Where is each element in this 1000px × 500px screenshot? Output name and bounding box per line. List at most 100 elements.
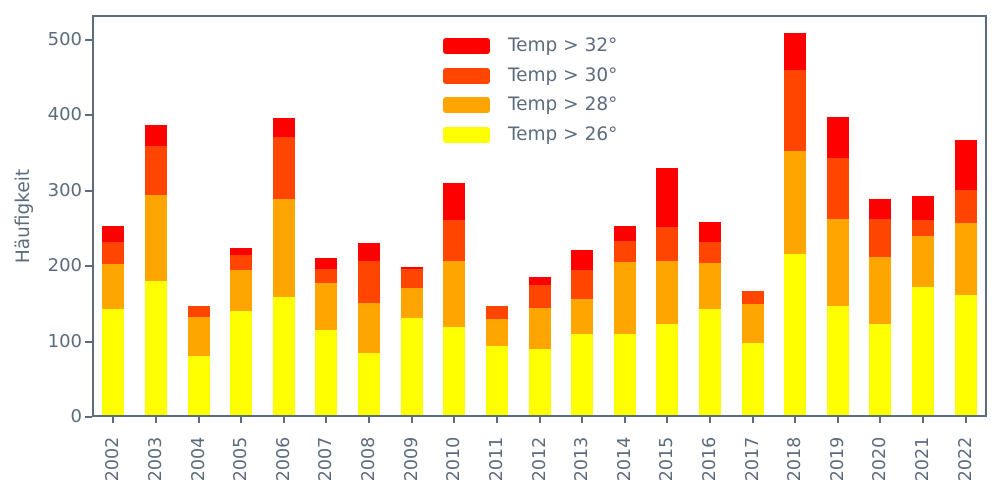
segment-30deg	[358, 261, 381, 303]
segment-30deg	[272, 137, 295, 200]
x-tick-label-2015: 2015	[657, 436, 678, 482]
segment-30deg	[443, 219, 466, 262]
x-tick-label-2003: 2003	[145, 436, 166, 482]
legend-swatch-icon	[443, 126, 490, 143]
y-tick-mark	[85, 189, 92, 192]
segment-32deg	[698, 221, 721, 242]
x-tick-mark	[240, 417, 243, 423]
x-tick-mark	[368, 417, 371, 423]
segment-26deg	[144, 281, 167, 415]
legend-label: Temp > 26°	[508, 123, 618, 145]
segment-30deg	[826, 157, 849, 219]
bar-2002	[102, 226, 125, 415]
segment-32deg	[315, 258, 338, 269]
x-tick-mark	[964, 417, 967, 423]
x-tick-label-2002: 2002	[103, 436, 124, 482]
x-tick-mark	[581, 417, 584, 423]
segment-32deg	[443, 182, 466, 220]
bar-2010	[443, 182, 466, 415]
x-tick-label-2018: 2018	[785, 436, 806, 482]
x-tick-mark	[666, 417, 669, 423]
segment-28deg	[358, 302, 381, 354]
segment-30deg	[315, 268, 338, 283]
segment-30deg	[485, 306, 508, 320]
segment-28deg	[784, 151, 807, 255]
x-tick-mark	[282, 417, 285, 423]
bar-2022	[954, 140, 977, 415]
x-tick-mark	[410, 417, 413, 423]
bar-2019	[826, 117, 849, 415]
x-tick-label-2021: 2021	[913, 436, 934, 482]
bar-2006	[272, 117, 295, 415]
segment-28deg	[869, 257, 892, 324]
segment-28deg	[698, 262, 721, 309]
bar-2012	[528, 276, 551, 415]
segment-32deg	[144, 125, 167, 147]
bar-2015	[656, 168, 679, 415]
segment-28deg	[528, 307, 551, 350]
segment-26deg	[613, 333, 636, 415]
segment-28deg	[954, 223, 977, 296]
bar-2008	[358, 243, 381, 415]
segment-26deg	[784, 254, 807, 415]
x-tick-label-2004: 2004	[188, 436, 209, 482]
x-tick-label-2017: 2017	[742, 436, 763, 482]
segment-26deg	[869, 323, 892, 415]
x-tick-label-2022: 2022	[955, 436, 976, 482]
y-tick-label: 0	[70, 406, 82, 427]
y-tick-label: 200	[47, 255, 82, 277]
segment-32deg	[358, 243, 381, 262]
segment-30deg	[230, 255, 253, 271]
bar-2017	[741, 291, 764, 415]
segment-28deg	[400, 288, 423, 319]
segment-28deg	[656, 261, 679, 325]
segment-30deg	[613, 240, 636, 262]
bar-2003	[144, 125, 167, 415]
x-tick-mark	[751, 417, 754, 423]
x-tick-mark	[112, 417, 115, 423]
segment-28deg	[741, 304, 764, 344]
segment-30deg	[144, 146, 167, 195]
segment-30deg	[571, 270, 594, 299]
y-tick-label: 500	[47, 28, 82, 50]
segment-28deg	[443, 261, 466, 328]
legend-swatch-icon	[443, 97, 490, 113]
segment-28deg	[315, 282, 338, 330]
x-tick-label-2010: 2010	[444, 436, 465, 482]
segment-32deg	[656, 168, 679, 228]
segment-30deg	[102, 241, 125, 265]
segment-28deg	[187, 316, 210, 357]
segment-30deg	[912, 220, 935, 237]
segment-28deg	[613, 261, 636, 334]
segment-32deg	[571, 249, 594, 271]
segment-28deg	[826, 218, 849, 306]
segment-32deg	[102, 226, 125, 242]
segment-32deg	[826, 117, 849, 158]
segment-32deg	[230, 248, 253, 256]
segment-32deg	[912, 196, 935, 221]
x-tick-label-2013: 2013	[572, 436, 593, 482]
segment-30deg	[656, 227, 679, 262]
segment-30deg	[869, 218, 892, 258]
segment-32deg	[613, 226, 636, 241]
legend-swatch-icon	[443, 38, 490, 54]
x-tick-mark	[922, 417, 925, 423]
segment-32deg	[784, 32, 807, 71]
segment-26deg	[443, 327, 466, 415]
x-tick-mark	[154, 417, 157, 423]
segment-26deg	[358, 353, 381, 415]
bar-2009	[400, 267, 423, 415]
y-tick-label: 300	[47, 179, 82, 201]
segment-26deg	[528, 349, 551, 415]
y-tick-mark	[85, 265, 92, 268]
x-tick-label-2019: 2019	[827, 436, 848, 482]
x-tick-label-2005: 2005	[231, 436, 252, 482]
y-tick-mark	[85, 340, 92, 343]
x-tick-mark	[879, 417, 882, 423]
bar-2007	[315, 258, 338, 415]
segment-28deg	[102, 264, 125, 310]
x-tick-mark	[197, 417, 200, 423]
y-tick-mark	[85, 38, 92, 41]
legend-label: Temp > 32°	[508, 35, 618, 56]
segment-30deg	[187, 306, 210, 317]
